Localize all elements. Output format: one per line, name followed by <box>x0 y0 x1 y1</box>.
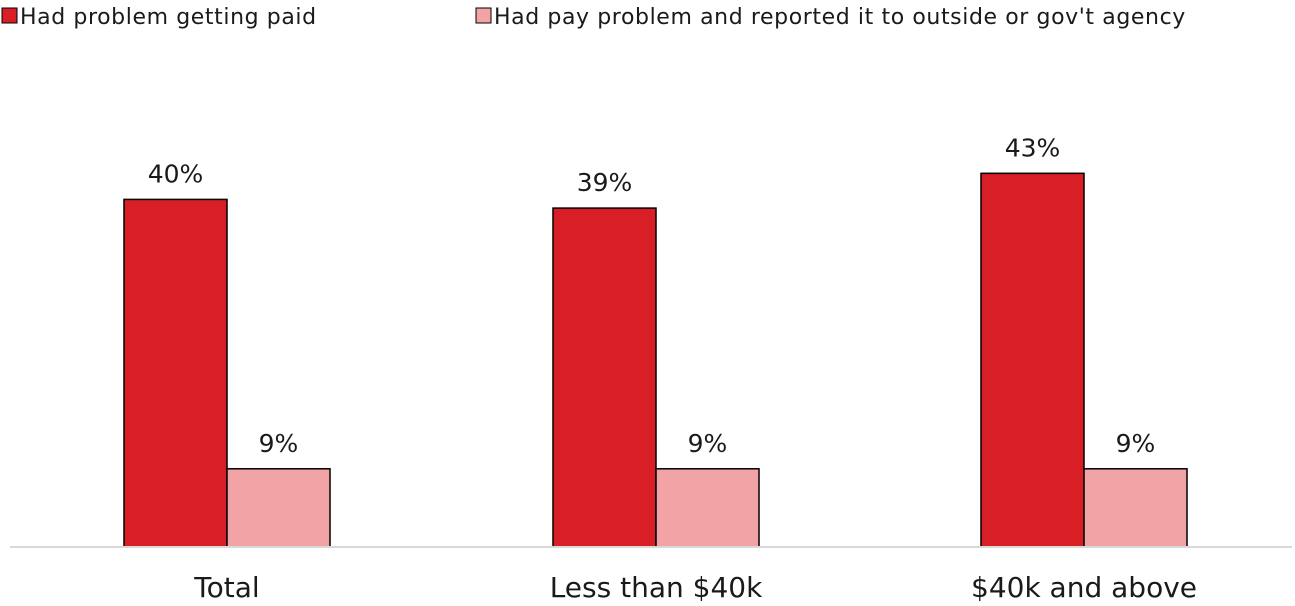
bar-series-1-category-1 <box>123 198 228 548</box>
data-label-series-1-category-2: 39% <box>577 168 633 197</box>
data-label-series-2-category-2: 9% <box>688 429 728 458</box>
bars-group <box>123 172 1188 548</box>
legend-label-series-2: Had pay problem and reported it to outsi… <box>494 5 1186 30</box>
bar-series-1-category-2 <box>552 207 657 548</box>
bar-series-2-category-2 <box>655 468 760 548</box>
data-label-series-1-category-3: 43% <box>1005 133 1061 162</box>
data-label-series-1-category-1: 40% <box>148 159 204 188</box>
legend-swatch-series-1 <box>1 7 18 24</box>
bar-series-2-category-3 <box>1083 468 1188 548</box>
legend-swatch-series-2 <box>475 7 492 24</box>
bar-series-2-category-1 <box>226 468 331 548</box>
bar-series-1-category-3 <box>980 172 1085 548</box>
category-label-3: $40k and above <box>971 571 1197 604</box>
category-label-1: Total <box>193 571 259 604</box>
category-labels-group: Total Less than $40k $40k and above <box>193 571 1197 604</box>
legend: Had problem getting paid Had pay problem… <box>1 5 1186 30</box>
data-label-series-2-category-3: 9% <box>1116 429 1156 458</box>
category-label-2: Less than $40k <box>550 571 763 604</box>
value-labels-group: 40% 9% 39% 9% 43% 9% <box>148 133 1156 457</box>
legend-item-series-2: Had pay problem and reported it to outsi… <box>475 5 1186 30</box>
legend-item-series-1: Had problem getting paid <box>1 5 317 30</box>
legend-label-series-1: Had problem getting paid <box>20 5 317 30</box>
data-label-series-2-category-1: 9% <box>259 429 299 458</box>
